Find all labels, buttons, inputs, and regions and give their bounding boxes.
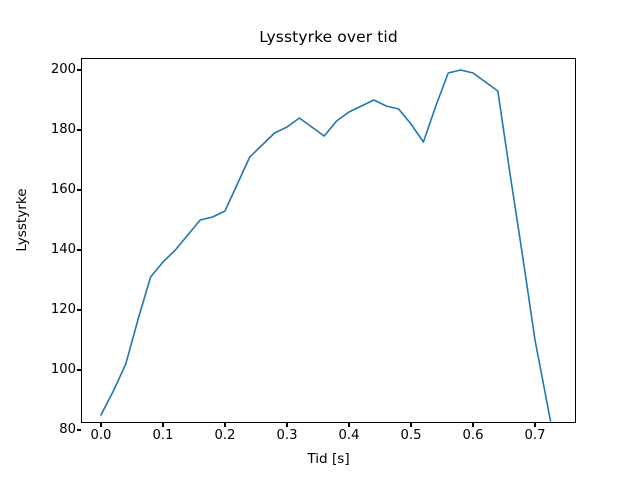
y-tick-label: 120 (50, 301, 76, 317)
y-tick-label: 140 (50, 241, 76, 257)
y-tick-mark (77, 189, 81, 191)
y-tick-label: 180 (50, 121, 76, 137)
y-tick-mark (77, 309, 81, 311)
x-tick-label-wrap: 0.3 (257, 428, 317, 446)
x-tick-label: 0.4 (338, 428, 360, 443)
x-tick-mark (162, 423, 164, 427)
x-tick-mark (224, 423, 226, 427)
x-tick-label-wrap: 0.2 (195, 428, 255, 446)
x-tick-label: 0.0 (90, 428, 112, 443)
y-tick-label: 80 (59, 421, 76, 437)
x-tick-mark (472, 423, 474, 427)
y-tick-label: 100 (50, 361, 76, 377)
y-tick-label-wrap: 80 (26, 422, 76, 438)
y-tick-mark (77, 249, 81, 251)
y-tick-label-wrap: 160 (26, 182, 76, 198)
x-tick-label-wrap: 0.5 (381, 428, 441, 446)
y-tick-label: 160 (50, 181, 76, 197)
x-tick-label-wrap: 0.0 (71, 428, 131, 446)
x-tick-label: 0.1 (152, 428, 174, 443)
x-tick-mark (286, 423, 288, 427)
chart-title: Lysstyrke over tid (259, 28, 398, 46)
y-tick-mark (77, 69, 81, 71)
axes-frame (81, 58, 576, 423)
y-tick-mark (77, 369, 81, 371)
x-tick-label: 0.3 (276, 428, 298, 443)
x-tick-mark (348, 423, 350, 427)
y-tick-label-wrap: 180 (26, 122, 76, 138)
x-tick-label-wrap: 0.1 (133, 428, 193, 446)
y-tick-label-wrap: 140 (26, 242, 76, 258)
y-tick-label-wrap: 120 (26, 302, 76, 318)
x-tick-mark (100, 423, 102, 427)
x-axis-label: Tid [s] (307, 451, 350, 467)
y-axis-label: Lysstyrke (14, 188, 30, 252)
data-line-lysstyrke (100, 69, 552, 422)
x-tick-label: 0.2 (214, 428, 236, 443)
y-tick-label-wrap: 200 (26, 62, 76, 78)
y-tick-mark (77, 129, 81, 131)
x-tick-label: 0.6 (462, 428, 484, 443)
x-tick-label: 0.7 (524, 428, 546, 443)
x-tick-label-wrap: 0.7 (505, 428, 565, 446)
x-tick-label: 0.5 (400, 428, 422, 443)
x-tick-label-wrap: 0.6 (443, 428, 503, 446)
x-tick-label-wrap: 0.4 (319, 428, 379, 446)
y-tick-label-wrap: 100 (26, 362, 76, 378)
y-tick-label: 200 (50, 61, 76, 77)
x-tick-mark (410, 423, 412, 427)
y-tick-mark (77, 429, 81, 431)
x-tick-mark (534, 423, 536, 427)
plot-area (100, 69, 552, 422)
